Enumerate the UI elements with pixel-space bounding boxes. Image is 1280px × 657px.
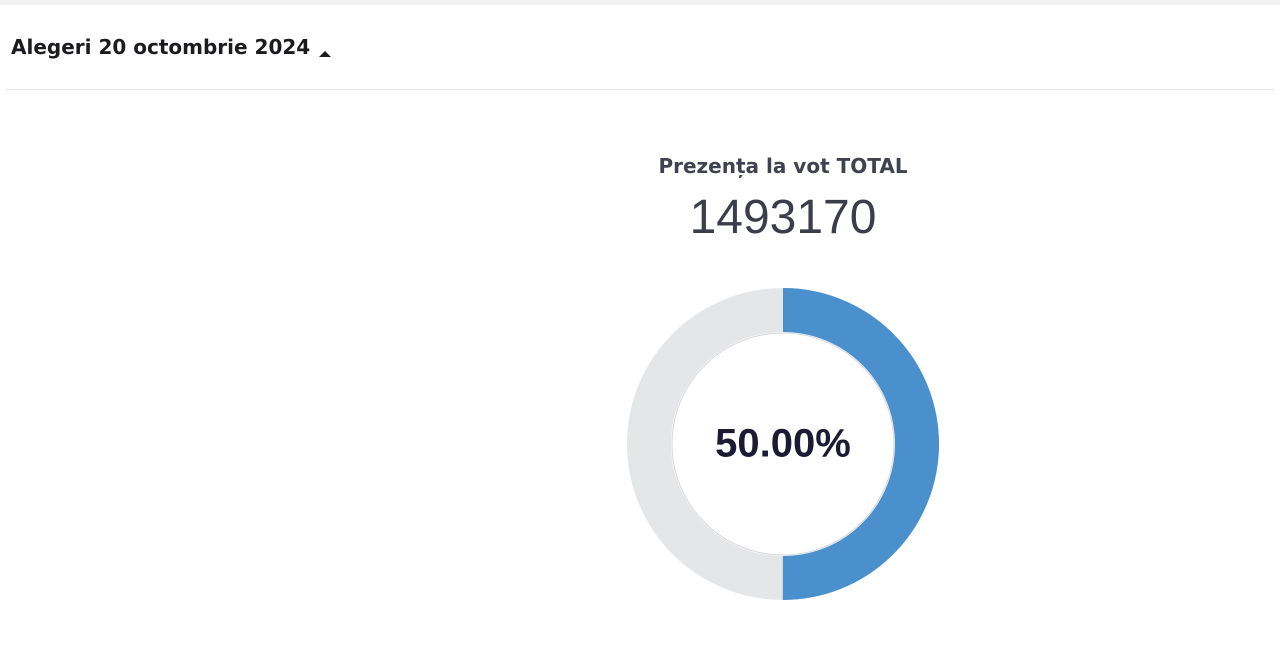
accordion-header[interactable]: Alegeri 20 octombrie 2024 <box>5 5 1275 90</box>
gauge-value-label: 50.00% <box>715 422 851 466</box>
header-title: Alegeri 20 octombrie 2024 <box>11 35 311 59</box>
caret-icon <box>319 51 331 57</box>
gauge-center <box>671 332 895 556</box>
gauge: 50.00% <box>627 288 939 600</box>
turnout-total: 1493170 <box>689 191 877 244</box>
gauge-arc <box>627 288 939 600</box>
top-bar <box>0 0 1280 5</box>
turnout-label: Prezența la vot TOTAL <box>658 154 908 178</box>
